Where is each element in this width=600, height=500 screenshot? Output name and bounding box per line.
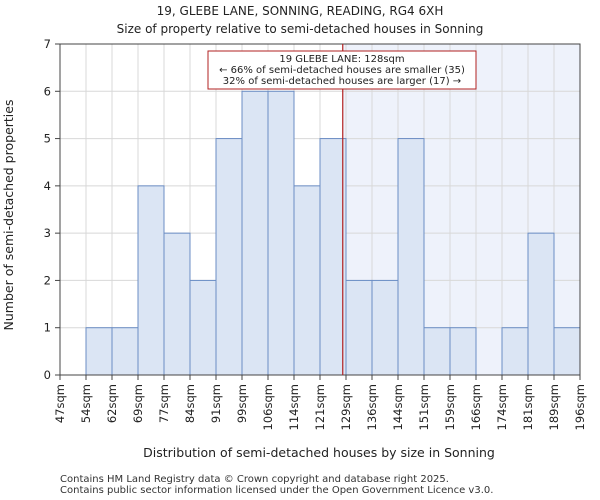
y-tick-label: 1 — [44, 321, 51, 335]
chart-title: 19, GLEBE LANE, SONNING, READING, RG4 6X… — [157, 4, 444, 18]
annotation-box: 19 GLEBE LANE: 128sqm ← 66% of semi-deta… — [207, 50, 477, 90]
bars — [85, 90, 581, 376]
bar-69sqm — [137, 185, 165, 376]
x-tick-label: 77sqm — [157, 384, 171, 423]
bar-99sqm — [241, 90, 269, 376]
x-tick-label: 136sqm — [365, 384, 379, 430]
annotation-title: 19 GLEBE LANE: 128sqm — [279, 54, 404, 65]
x-tick-label: 151sqm — [417, 384, 431, 430]
bar-136sqm — [371, 279, 399, 376]
bar-151sqm — [423, 327, 451, 376]
x-tick-label: 91sqm — [209, 384, 223, 423]
x-tick-label: 106sqm — [261, 384, 275, 430]
annotation-larger: 32% of semi-detached houses are larger (… — [223, 76, 461, 87]
y-axis-label: Number of semi-detached properties — [1, 100, 16, 331]
x-tick-label: 159sqm — [443, 384, 457, 430]
x-tick-label: 47sqm — [53, 384, 67, 423]
x-tick-label: 99sqm — [235, 384, 249, 423]
x-tick-label: 144sqm — [391, 384, 405, 430]
bar-77sqm — [163, 232, 191, 376]
bar-54sqm — [85, 327, 113, 376]
y-tick-label: 2 — [44, 273, 51, 287]
x-tick-label: 196sqm — [573, 384, 587, 430]
x-tick-label: 84sqm — [183, 384, 197, 423]
bar-62sqm — [111, 327, 139, 376]
x-tick-label: 166sqm — [469, 384, 483, 430]
x-axis-label: Distribution of semi-detached houses by … — [143, 445, 495, 460]
histogram-chart: 19, GLEBE LANE, SONNING, READING, RG4 6X… — [1, 4, 587, 460]
x-tick-label: 62sqm — [105, 384, 119, 423]
x-tick-label: 181sqm — [521, 384, 535, 430]
x-tick-label: 54sqm — [79, 384, 93, 423]
y-tick-label: 0 — [44, 368, 51, 382]
y-tick-label: 7 — [44, 37, 51, 51]
y-axis-ticks: 0 1 2 3 4 5 6 7 — [44, 37, 60, 382]
chart-subtitle: Size of property relative to semi-detach… — [117, 22, 484, 36]
bar-144sqm — [397, 138, 425, 376]
bar-189sqm — [553, 327, 581, 376]
bar-91sqm — [215, 138, 243, 376]
y-tick-label: 5 — [44, 132, 51, 146]
y-tick-label: 6 — [44, 84, 51, 98]
bar-114sqm — [293, 185, 321, 376]
bar-174sqm — [501, 327, 529, 376]
annotation-frame — [207, 50, 477, 90]
x-axis-ticks: 47sqm 54sqm 62sqm 69sqm 77sqm 84sqm 91sqm 99sqm… — [53, 375, 587, 430]
bar-129sqm — [345, 279, 373, 376]
bar-84sqm — [189, 279, 217, 376]
y-tick-label: 4 — [44, 179, 51, 193]
x-tick-label: 189sqm — [547, 384, 561, 430]
y-tick-label: 3 — [44, 226, 51, 240]
footer-licence: Contains public sector information licen… — [60, 485, 494, 496]
footer-copyright: Contains HM Land Registry data © Crown c… — [60, 474, 449, 485]
bar-106sqm — [267, 90, 295, 376]
x-tick-label: 129sqm — [339, 384, 353, 430]
annotation-smaller: ← 66% of semi-detached houses are smalle… — [219, 65, 465, 76]
x-tick-label: 69sqm — [131, 384, 145, 423]
x-tick-label: 114sqm — [287, 384, 301, 430]
bar-159sqm — [449, 327, 477, 376]
x-tick-label: 174sqm — [495, 384, 509, 430]
bar-181sqm — [527, 232, 555, 376]
bar-121sqm — [319, 138, 347, 376]
x-tick-label: 121sqm — [313, 384, 327, 430]
